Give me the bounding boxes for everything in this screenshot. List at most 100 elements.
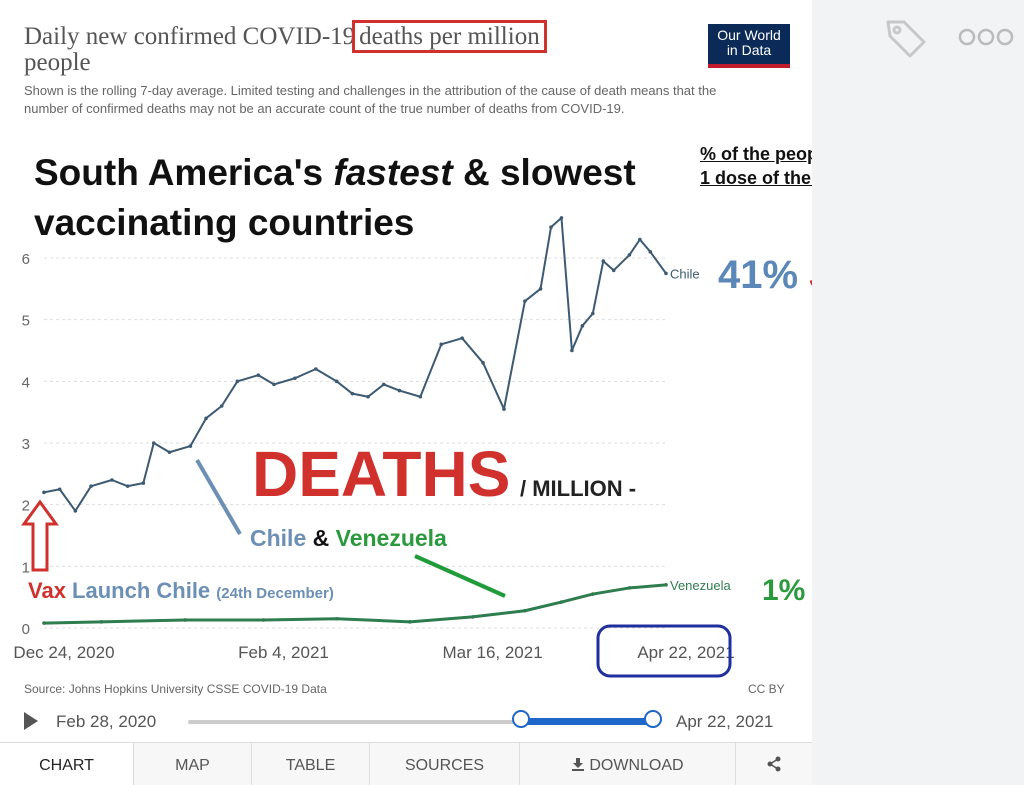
y-tick-label: 6	[22, 251, 30, 268]
series-line-venezuela[interactable]	[43, 583, 667, 625]
overlay-headline: South America's fastest & slowest vaccin…	[34, 148, 694, 248]
data-point-venezuela	[183, 618, 187, 622]
x-tick-label: Dec 24, 2020	[13, 643, 114, 662]
tab-sources[interactable]: SOURCES	[370, 743, 520, 785]
x-axis-ticks: Dec 24, 2020 Feb 4, 2021 Mar 16, 2021 Apr 2…	[13, 643, 734, 662]
source-text[interactable]: Source: Johns Hopkins University CSSE CO…	[24, 682, 327, 696]
data-point-chile	[381, 382, 386, 387]
timeline: Feb 28, 2020 Apr 22, 2021	[24, 708, 804, 736]
right-panel	[812, 0, 1024, 785]
venezuela-jabbed-label: 1% Jabbed	[762, 574, 812, 607]
data-point-venezuela	[470, 615, 475, 619]
data-point-chile	[580, 324, 585, 328]
data-point-chile	[151, 441, 156, 445]
title-highlight: deaths per million	[352, 20, 547, 53]
data-point-venezuela	[559, 600, 564, 604]
data-point-chile	[167, 450, 172, 455]
tag-icon[interactable]	[882, 14, 930, 62]
data-point-venezuela	[408, 620, 412, 624]
note-line1: % of the people with at least	[700, 144, 812, 164]
data-point-chile	[418, 394, 423, 399]
data-point-venezuela	[664, 583, 668, 587]
chart-card: Daily new confirmed COVID-19 deaths per m…	[0, 0, 812, 785]
data-point-venezuela	[627, 586, 632, 590]
series-end-labels: Chile Venezuela	[670, 266, 731, 592]
owid-logo[interactable]: Our World in Data	[708, 24, 790, 68]
data-point-chile	[591, 311, 595, 316]
data-point-venezuela	[99, 620, 104, 624]
data-point-chile	[219, 404, 224, 408]
x-tick-label: Mar 16, 2021	[443, 643, 543, 662]
data-point-chile	[125, 484, 130, 488]
chile-jabbed-label: 41% Jabbed	[718, 253, 812, 297]
tab-share[interactable]	[736, 743, 812, 785]
y-tick-label: 3	[22, 436, 30, 453]
data-point-venezuela	[591, 592, 595, 596]
tab-map[interactable]: MAP	[134, 743, 252, 785]
timeline-end-handle[interactable]	[644, 710, 662, 728]
data-point-chile	[648, 250, 653, 254]
more-icon[interactable]	[958, 27, 1014, 47]
data-point-chile	[313, 367, 318, 371]
data-point-chile	[350, 391, 355, 396]
data-point-chile	[42, 490, 46, 495]
venezuela-pointer-line	[414, 554, 506, 598]
data-point-chile	[570, 348, 574, 353]
timeline-start-label: Feb 28, 2020	[56, 712, 157, 731]
tab-download-label: DOWNLOAD	[589, 757, 684, 774]
tab-table[interactable]: TABLE	[252, 743, 370, 785]
tab-download[interactable]: DOWNLOAD	[520, 743, 736, 785]
title-part2: people	[24, 49, 91, 76]
data-point-venezuela	[523, 608, 527, 613]
data-point-chile	[523, 299, 527, 303]
chile-venezuela-label: Chile & Venezuela	[250, 525, 447, 551]
x-tick-label: Feb 4, 2021	[238, 643, 329, 662]
tab-chart[interactable]: CHART	[0, 743, 134, 785]
up-arrow-icon	[21, 499, 59, 572]
data-point-chile	[235, 379, 240, 384]
timeline-track[interactable]	[188, 720, 656, 724]
headline-part-b: & slowest vaccinating countries	[34, 152, 636, 243]
note-line2: 1 dose of the Covid 'vaccine'	[700, 168, 812, 188]
timeline-selected-range	[520, 718, 654, 725]
logo-line1: Our World	[717, 27, 781, 43]
per-million-label: / MILLION -	[520, 476, 636, 501]
series-lines	[42, 216, 668, 625]
data-point-chile	[256, 373, 261, 377]
grid-lines	[44, 257, 666, 629]
vax-launch-label: Vax Launch Chile (24th December)	[28, 578, 334, 603]
data-point-chile	[89, 484, 93, 488]
play-icon[interactable]	[24, 712, 38, 730]
data-point-chile	[272, 382, 276, 387]
y-tick-label: 4	[22, 374, 30, 391]
data-point-chile	[559, 216, 564, 220]
data-point-chile	[334, 379, 339, 384]
y-tick-label: 2	[22, 498, 30, 515]
data-point-chile	[549, 225, 553, 229]
data-point-chile	[366, 394, 370, 399]
license-text[interactable]: CC BY	[748, 682, 785, 696]
title-part1: Daily new confirmed COVID-19	[24, 23, 356, 50]
share-icon	[767, 756, 781, 772]
data-point-chile	[638, 237, 642, 242]
data-point-venezuela	[261, 618, 266, 622]
data-point-chile	[460, 336, 464, 340]
x-tick-label: Apr 22, 2021	[637, 643, 734, 662]
logo-line2: in Data	[726, 42, 772, 58]
data-point-venezuela	[334, 616, 339, 621]
series-label-chile: Chile	[670, 266, 700, 281]
timeline-end-label: Apr 22, 2021	[676, 712, 774, 731]
data-point-chile	[481, 361, 485, 365]
data-point-chile	[188, 444, 193, 448]
data-point-chile	[204, 416, 208, 421]
data-point-chile	[627, 253, 632, 257]
series-line-chile[interactable]	[43, 216, 667, 512]
vaccine-note: % of the people with at least 1 dose of …	[700, 142, 812, 190]
y-tick-label: 1	[22, 559, 30, 576]
timeline-start-handle[interactable]	[512, 710, 530, 728]
data-point-chile	[73, 509, 78, 513]
headline-fastest: fastest	[333, 152, 453, 193]
data-point-chile	[664, 271, 668, 276]
data-point-chile	[397, 388, 402, 393]
y-tick-label: 5	[22, 313, 30, 330]
